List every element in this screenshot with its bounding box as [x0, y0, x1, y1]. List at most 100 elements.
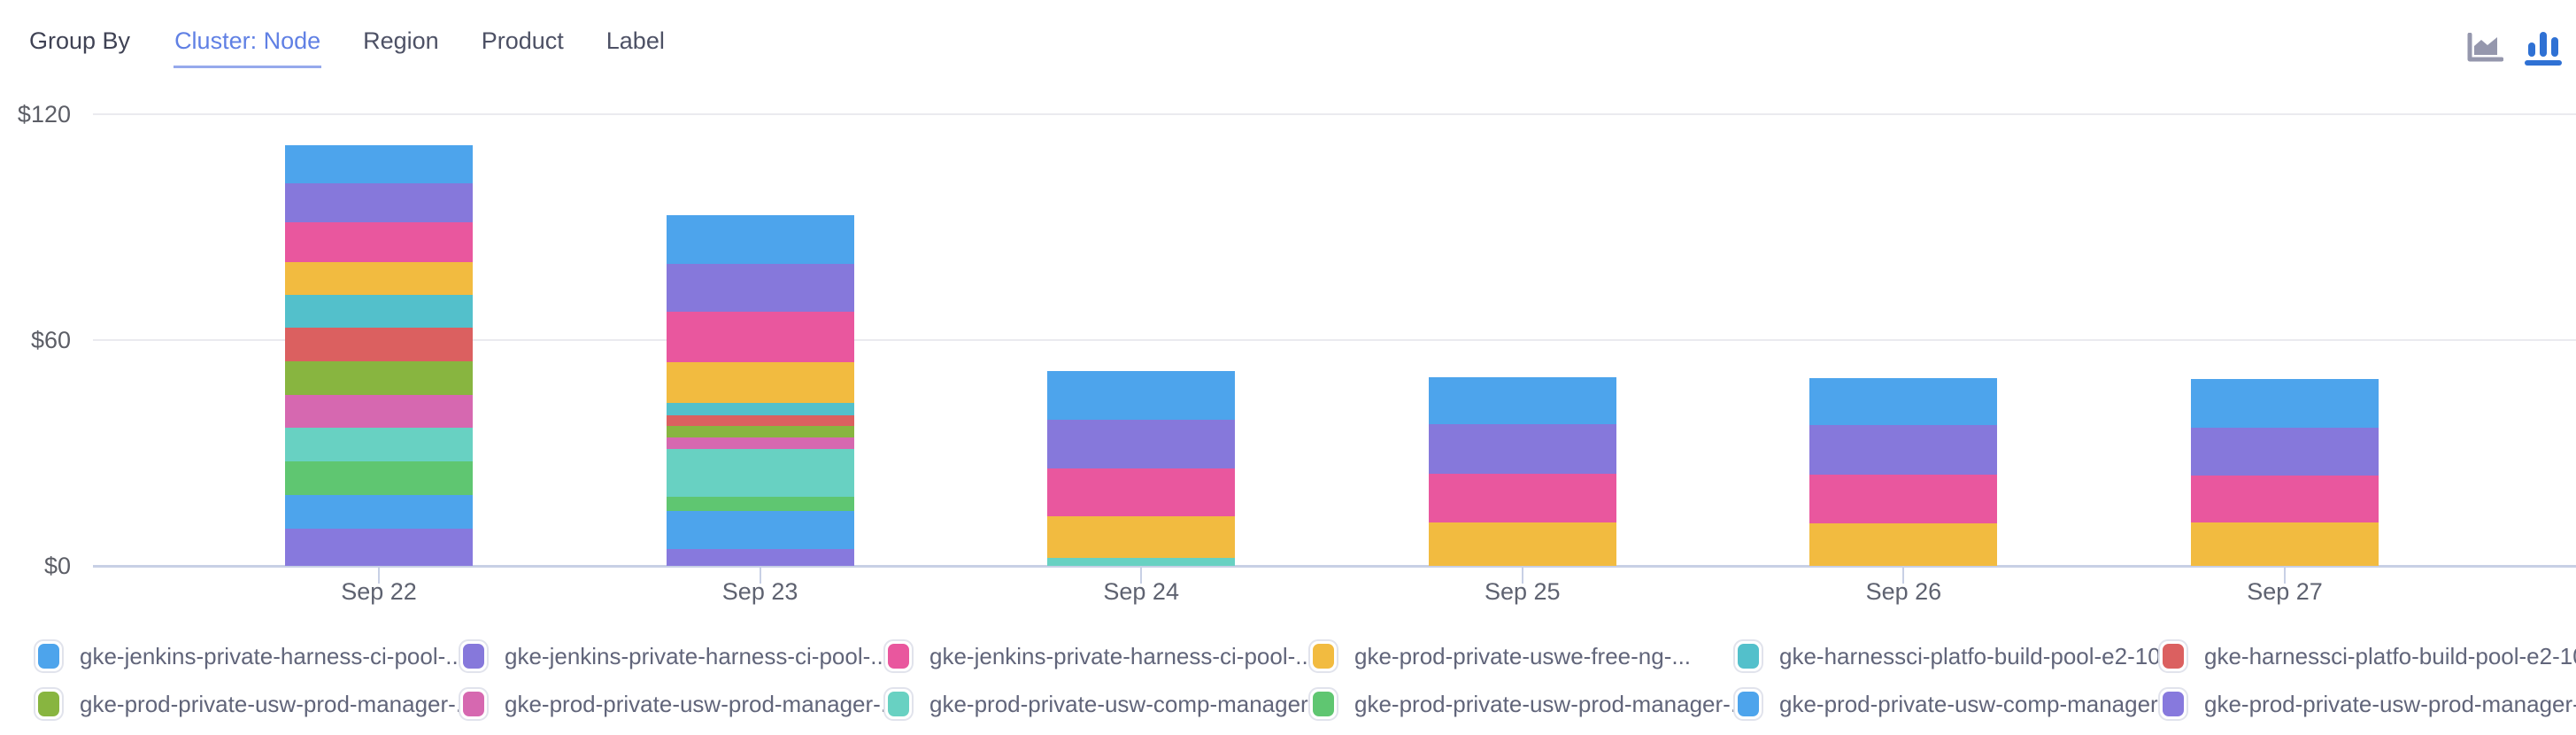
bar-segment[interactable] [1428, 424, 1616, 475]
legend-swatch-icon [459, 639, 489, 673]
legend-item[interactable]: gke-prod-private-usw-prod-manager-... [2158, 687, 2576, 721]
bar-chart-icon[interactable] [2523, 30, 2564, 66]
bar-segment[interactable] [1047, 515, 1236, 558]
bar-segment[interactable] [1428, 522, 1616, 566]
bar-segment[interactable] [1047, 370, 1236, 420]
legend-swatch-icon [459, 687, 489, 721]
bar-segment[interactable] [285, 183, 473, 223]
x-axis-label: Sep 22 [341, 578, 417, 605]
x-axis-tick [1140, 568, 1143, 584]
bar-segment[interactable] [2191, 427, 2379, 476]
x-axis-line [93, 565, 2576, 568]
bar-segment[interactable] [1809, 522, 1998, 566]
chart-type-toggles [2466, 30, 2564, 66]
bar-segment[interactable] [666, 361, 854, 404]
bar-segment[interactable] [666, 263, 854, 313]
legend-swatch-icon [883, 639, 914, 673]
bar-segment[interactable] [285, 360, 473, 395]
bar-sep-26 [1809, 377, 1998, 566]
legend-item[interactable]: gke-prod-private-usw-comp-manager-... [1733, 687, 2185, 721]
x-axis-tick [759, 568, 761, 584]
legend-item[interactable]: gke-prod-private-usw-prod-manager-... [34, 687, 475, 721]
x-axis-tick [1902, 568, 1905, 584]
bar-segment[interactable] [285, 222, 473, 262]
legend-item[interactable]: gke-jenkins-private-harness-ci-pool-... [459, 639, 890, 673]
tab-product[interactable]: Product [481, 27, 564, 54]
x-axis-label: Sep 25 [1485, 578, 1561, 605]
legend-item[interactable]: gke-prod-private-usw-prod-manager-... [1308, 687, 1750, 721]
legend-swatch-color [463, 644, 484, 669]
bar-segment[interactable] [285, 460, 473, 495]
area-chart-icon[interactable] [2466, 33, 2503, 66]
bar-segment[interactable] [666, 548, 854, 566]
bar-segment[interactable] [1809, 377, 1998, 425]
tab-region[interactable]: Region [363, 27, 439, 54]
legend-item-label: gke-jenkins-private-harness-ci-pool-... [505, 642, 890, 669]
y-axis-label: $60 [30, 327, 71, 353]
y-axis-label: $0 [43, 553, 71, 579]
legend-item-label: gke-prod-private-usw-prod-manager-... [505, 690, 900, 717]
legend-item[interactable]: gke-prod-private-uswe-free-ng-... [1308, 639, 1691, 673]
x-axis-tick [378, 568, 380, 584]
bar-segment[interactable] [1428, 474, 1616, 523]
bar-segment[interactable] [285, 528, 473, 566]
bar-segment[interactable] [666, 511, 854, 549]
bar-segment[interactable] [666, 403, 854, 415]
legend-item[interactable]: gke-prod-private-usw-comp-manager-... [883, 687, 1335, 721]
tab-label[interactable]: Label [605, 27, 665, 54]
bar-segment[interactable] [666, 414, 854, 426]
legend-swatch-color [888, 692, 909, 716]
legend-item-label: gke-harnessci-platfo-build-pool-e2-10-..… [1779, 642, 2188, 669]
bar-sep-22 [285, 144, 473, 566]
bar-sep-27 [2191, 379, 2379, 566]
bar-segment[interactable] [2191, 522, 2379, 566]
legend-swatch-color [2163, 692, 2184, 716]
y-gridline [93, 113, 2576, 115]
bar-segment[interactable] [666, 425, 854, 438]
legend-swatch-icon [883, 687, 914, 721]
legend-item-label: gke-prod-private-usw-prod-manager-... [2204, 690, 2576, 717]
legend-item-label: gke-prod-private-usw-prod-manager-... [1354, 690, 1750, 717]
bar-segment[interactable] [1809, 424, 1998, 475]
bar-segment[interactable] [1809, 474, 1998, 523]
bar-segment[interactable] [2191, 476, 2379, 523]
bar-segment[interactable] [285, 394, 473, 429]
legend-swatch-color [463, 692, 484, 716]
bar-segment[interactable] [666, 449, 854, 497]
bar-segment[interactable] [666, 312, 854, 362]
bar-segment[interactable] [2191, 379, 2379, 428]
bar-segment[interactable] [1047, 468, 1236, 516]
legend-swatch-icon [1733, 687, 1763, 721]
legend-swatch-color [38, 644, 59, 669]
bar-segment[interactable] [1047, 557, 1236, 566]
bar-segment[interactable] [666, 437, 854, 450]
x-axis-label: Sep 23 [721, 578, 798, 605]
legend-item[interactable]: gke-harnessci-platfo-build-pool-e2-10-..… [2158, 639, 2576, 673]
y-axis-label: $120 [17, 101, 71, 128]
bar-segment[interactable] [285, 261, 473, 295]
legend-item[interactable]: gke-prod-private-usw-prod-manager-... [459, 687, 900, 721]
legend-swatch-icon [1308, 687, 1338, 721]
bar-segment[interactable] [1047, 419, 1236, 468]
legend-swatch-icon [2158, 639, 2188, 673]
x-axis-tick [1521, 568, 1523, 584]
bar-segment[interactable] [1428, 377, 1616, 425]
legend-swatch-color [888, 644, 909, 669]
bar-segment[interactable] [285, 328, 473, 361]
legend-item[interactable]: gke-jenkins-private-harness-ci-pool-... [34, 639, 465, 673]
bar-segment[interactable] [666, 215, 854, 264]
legend-swatch-icon [34, 639, 64, 673]
bar-segment[interactable] [285, 144, 473, 184]
legend-item[interactable]: gke-jenkins-private-harness-ci-pool-... [883, 639, 1315, 673]
bar-sep-25 [1428, 377, 1616, 566]
bar-sep-24 [1047, 370, 1236, 566]
bar-segment[interactable] [285, 428, 473, 461]
bar-segment[interactable] [285, 494, 473, 529]
legend-item[interactable]: gke-harnessci-platfo-build-pool-e2-10-..… [1733, 639, 2187, 673]
bar-segment[interactable] [666, 496, 854, 512]
bar-segment[interactable] [285, 294, 473, 329]
tab-cluster-node[interactable]: Cluster: Node [174, 13, 322, 68]
